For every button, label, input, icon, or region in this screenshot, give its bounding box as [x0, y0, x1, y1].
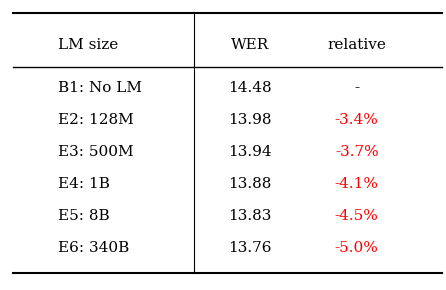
Text: 13.83: 13.83 [228, 209, 272, 223]
Text: E6: 340B: E6: 340B [58, 241, 129, 255]
Text: E2: 128M: E2: 128M [58, 113, 134, 127]
Text: B1: No LM: B1: No LM [58, 81, 142, 95]
Text: E3: 500M: E3: 500M [58, 145, 134, 159]
Text: -3.4%: -3.4% [335, 113, 379, 127]
Text: WER: WER [231, 38, 269, 52]
Text: 13.88: 13.88 [228, 177, 272, 191]
Text: -: - [354, 81, 359, 95]
Text: -4.5%: -4.5% [335, 209, 379, 223]
Text: -4.1%: -4.1% [335, 177, 379, 191]
Text: -3.7%: -3.7% [335, 145, 379, 159]
Text: E5: 8B: E5: 8B [58, 209, 110, 223]
Text: 14.48: 14.48 [228, 81, 272, 95]
Text: 13.94: 13.94 [228, 145, 272, 159]
Text: E4: 1B: E4: 1B [58, 177, 110, 191]
Text: relative: relative [327, 38, 386, 52]
Text: LM size: LM size [58, 38, 118, 52]
Text: 13.76: 13.76 [228, 241, 272, 255]
Text: 13.98: 13.98 [228, 113, 272, 127]
Text: -5.0%: -5.0% [335, 241, 379, 255]
